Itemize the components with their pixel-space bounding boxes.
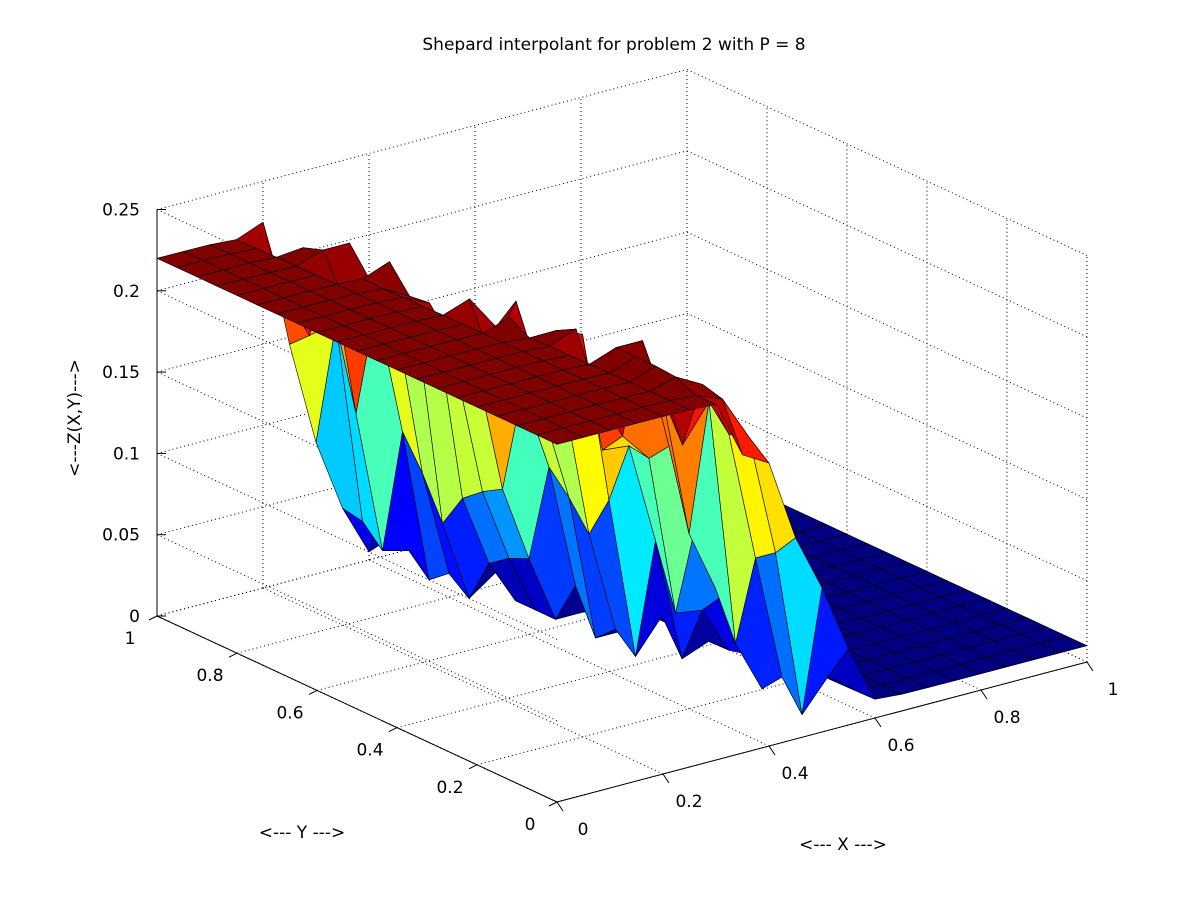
z-axis-label: <---Z(X,Y)--->	[65, 359, 85, 477]
x-tick-mark	[662, 773, 670, 784]
z-tick-label: 0.05	[102, 526, 140, 546]
x-tick-label: 1	[1108, 680, 1119, 700]
x-axis-label: <--- X --->	[799, 835, 887, 855]
y-axis-line	[156, 615, 558, 803]
z-tick-label: 0.1	[113, 444, 140, 464]
axes	[148, 209, 1094, 812]
y-tick-label: 0.4	[356, 741, 383, 761]
z-tick-label: 0.15	[102, 363, 140, 383]
grid-line	[686, 150, 1088, 338]
y-tick-mark	[308, 689, 318, 695]
surface-mesh	[156, 221, 1088, 715]
x-tick-mark	[980, 689, 988, 700]
x-tick-mark	[874, 717, 882, 728]
grid-line	[156, 312, 688, 454]
y-tick-label: 0.8	[196, 666, 223, 686]
z-tick-label: 0.2	[113, 282, 140, 302]
grid-line	[156, 231, 688, 373]
z-tick-label: 0.25	[102, 201, 140, 221]
grid-line	[156, 150, 688, 292]
x-axis-line	[556, 661, 1088, 803]
x-tick-label: 0.6	[887, 736, 914, 756]
grid-line	[156, 452, 558, 640]
grid-line	[368, 559, 770, 747]
grid-line	[686, 312, 1088, 500]
grid-line	[156, 534, 558, 722]
y-tick-label: 0	[525, 815, 536, 835]
grid-line	[686, 231, 1088, 419]
y-tick-mark	[548, 801, 558, 807]
grid-line	[262, 587, 664, 775]
y-tick-label: 0.6	[276, 703, 303, 723]
grid-line	[686, 394, 1088, 582]
x-tick-label: 0.2	[675, 792, 702, 812]
x-tick-mark	[1086, 661, 1094, 672]
y-tick-mark	[148, 615, 158, 621]
z-tick-label: 0	[129, 607, 140, 627]
y-axis-label: <--- Y --->	[259, 823, 346, 843]
x-tick-mark	[556, 801, 564, 812]
y-tick-mark	[468, 764, 478, 770]
y-tick-mark	[388, 727, 398, 733]
grid-line	[156, 69, 688, 210]
x-tick-mark	[768, 745, 776, 756]
y-tick-label: 0.2	[436, 778, 463, 798]
grid-line	[686, 69, 1088, 256]
chart-title: Shepard interpolant for problem 2 with P…	[422, 35, 805, 55]
tick-labels: 00.20.40.60.8100.20.40.60.8100.050.10.15…	[102, 201, 1118, 841]
y-tick-mark	[228, 652, 238, 658]
x-tick-label: 0.8	[993, 708, 1020, 728]
surface-patch	[536, 427, 584, 445]
x-tick-label: 0	[578, 820, 589, 840]
y-tick-label: 1	[125, 629, 136, 649]
x-tick-label: 0.4	[781, 764, 808, 784]
